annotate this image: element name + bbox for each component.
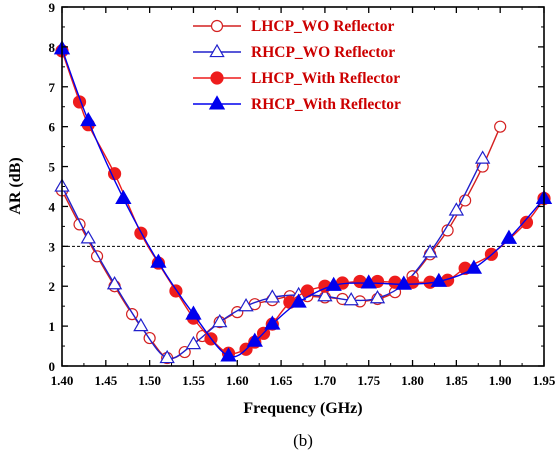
x-tick-label: 1.50 — [138, 373, 161, 388]
x-tick-label: 1.85 — [445, 373, 468, 388]
x-tick-label: 1.70 — [314, 373, 337, 388]
y-tick-label: 8 — [49, 40, 56, 55]
legend-label: LHCP_With Reflector — [251, 70, 400, 87]
series-1-point — [238, 297, 254, 312]
legend-item: RHCP_With Reflector — [193, 95, 401, 113]
legend-label: RHCP_WO Reflector — [251, 44, 395, 61]
x-tick-label: 1.45 — [94, 373, 117, 388]
series-3-point — [246, 332, 263, 347]
axis-layer: 1.40 1.45 1.50 1.55 1.60 1.65 1.70 1.75 1.80 1.85… — [49, 0, 556, 388]
series-1-point — [159, 349, 175, 364]
series-2-point — [519, 215, 534, 229]
y-tick-label: 0 — [49, 359, 56, 374]
series-3-point — [290, 293, 307, 308]
y-tick-label: 9 — [49, 0, 56, 15]
series-3-point — [220, 347, 237, 362]
y-tick-label: 7 — [49, 80, 56, 95]
series-1-point — [212, 313, 228, 328]
series-1-point — [133, 317, 149, 332]
series-layer — [53, 40, 553, 365]
series-1-point — [343, 291, 359, 306]
series-0-point — [494, 120, 507, 133]
series-3-point — [465, 259, 483, 274]
legend-item: RHCP_WO Reflector — [193, 43, 395, 61]
x-tick-label: 1.75 — [357, 373, 380, 388]
series-2-point — [107, 167, 122, 181]
legend-label: LHCP_WO Reflector — [251, 18, 394, 35]
series-1-point — [448, 202, 465, 216]
y-tick-label: 3 — [49, 239, 56, 254]
series-3-point — [395, 275, 412, 290]
x-tick-label: 1.90 — [489, 373, 512, 388]
series-3-point — [360, 274, 377, 289]
x-tick-label: 1.80 — [401, 373, 424, 388]
x-tick-label: 1.65 — [270, 373, 293, 388]
series-3-point — [150, 253, 167, 268]
series-3-point — [185, 305, 202, 320]
legend-marker — [208, 95, 226, 110]
series-3-point — [430, 272, 447, 287]
x-tick-label: 1.40 — [51, 373, 74, 388]
series-3-point — [500, 229, 518, 244]
legend: LHCP_WO Reflector RHCP_WO Reflector LHCP_W… — [193, 18, 401, 113]
series-3-point — [115, 189, 132, 204]
legend-item: LHCP_WO Reflector — [193, 18, 394, 35]
legend-label: RHCP_With Reflector — [251, 96, 401, 113]
series-line-0 — [62, 126, 501, 360]
figure-caption: (b) — [293, 431, 313, 450]
series-1-point — [185, 335, 202, 350]
series-1-point — [369, 289, 386, 304]
y-tick-label: 4 — [49, 199, 56, 214]
y-tick-label: 2 — [49, 279, 56, 294]
y-axis-title: AR (dB) — [7, 157, 24, 214]
series-3-point — [325, 276, 342, 291]
series-1-point — [422, 244, 438, 258]
x-axis-title: Frequency (GHz) — [243, 400, 362, 417]
series-3 — [53, 40, 553, 362]
series-1-point — [80, 230, 96, 244]
series-1-point — [264, 289, 281, 303]
x-tick-label: 1.55 — [182, 373, 205, 388]
series-3-point — [264, 315, 281, 330]
legend-marker — [209, 43, 225, 58]
series-1-point — [317, 287, 333, 302]
series-1 — [54, 150, 491, 364]
x-tick-label: 1.95 — [533, 373, 556, 388]
y-tick-label: 1 — [49, 319, 56, 334]
legend-marker — [210, 19, 224, 33]
legend-marker — [210, 71, 224, 85]
y-tick-label: 5 — [49, 160, 56, 175]
x-tick-label: 1.60 — [226, 373, 249, 388]
series-3-point — [80, 111, 97, 127]
legend-item: LHCP_With Reflector — [193, 70, 400, 87]
series-1-point — [106, 276, 123, 290]
series-1-point — [474, 150, 491, 164]
y-tick-label: 6 — [49, 120, 56, 135]
series-line-3 — [62, 48, 544, 358]
series-0 — [55, 120, 507, 365]
